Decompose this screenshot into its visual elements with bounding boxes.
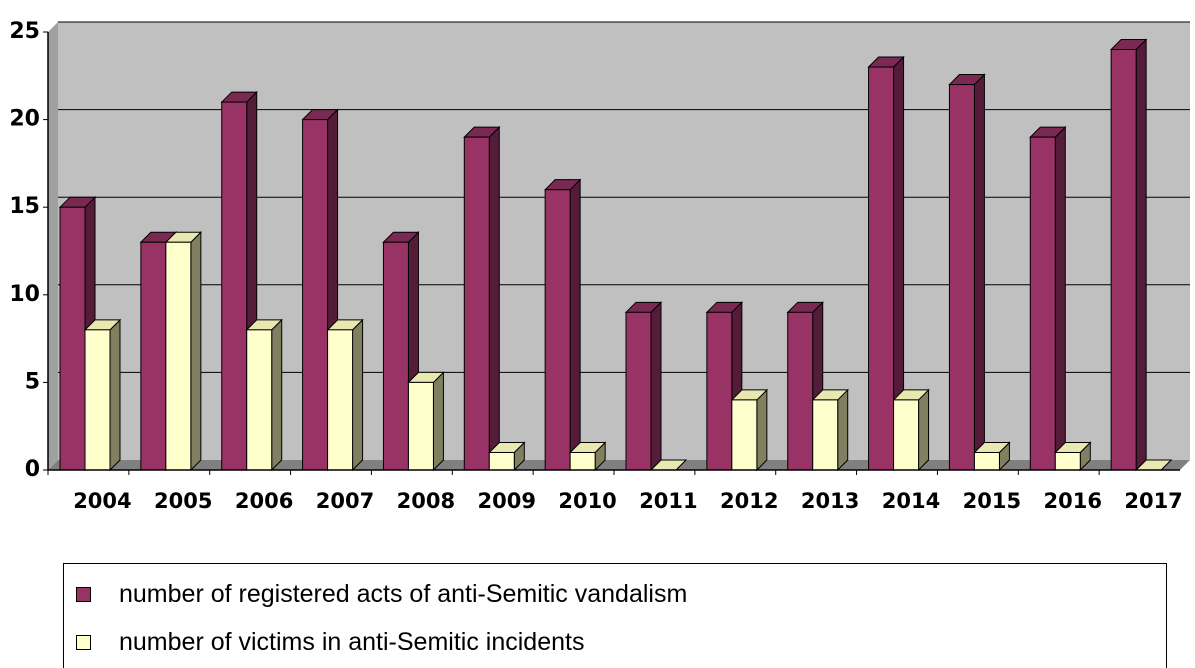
bar-victims-2014 [893, 399, 920, 471]
bar-victims-2012-side [756, 388, 768, 472]
bar-vandalism-2005 [140, 241, 167, 471]
y-tick-label: 25 [9, 19, 40, 44]
bar-victims-2015 [973, 451, 1000, 471]
x-tick-label: 2015 [963, 489, 1021, 513]
bar-vandalism-2011-side [650, 301, 662, 472]
x-tick-label: 2017 [1124, 489, 1182, 513]
bar-victims-2013 [812, 399, 839, 471]
plot-area [48, 22, 1190, 470]
y-tick-label: 15 [9, 194, 40, 219]
x-tick-label: 2009 [477, 489, 535, 513]
bar-victims-2016 [1054, 451, 1081, 471]
bar-vandalism-2016 [1029, 136, 1056, 471]
bar-vandalism-2013 [787, 311, 814, 471]
x-tick-label: 2007 [316, 489, 374, 513]
x-tick-label: 2014 [882, 489, 940, 513]
x-tick-label: 2008 [397, 489, 455, 513]
bar-victims-2012 [731, 399, 758, 471]
x-tick-label: 2004 [73, 489, 131, 513]
y-tick-label: 0 [25, 457, 40, 482]
bar-vandalism-2009-side [488, 125, 500, 472]
bar-victims-2004 [84, 329, 111, 471]
bar-vandalism-2011 [625, 311, 652, 471]
axes [43, 31, 1180, 475]
bar-victims-2005 [165, 241, 192, 471]
bar-victims-2007-side [352, 318, 364, 472]
bar-vandalism-2008 [382, 241, 409, 471]
bar-victims-2010 [569, 451, 596, 471]
bar-victims-2006 [246, 329, 273, 471]
x-tick-label: 2011 [639, 489, 697, 513]
bar-vandalism-2016-side [1054, 125, 1066, 472]
bar-victims-2005-side [190, 231, 202, 472]
y-tick-label: 5 [25, 369, 40, 394]
plot-floor [48, 460, 1190, 470]
bar-vandalism-2010-side [569, 178, 581, 472]
bar-vandalism-2015-side [973, 73, 985, 472]
bar-vandalism-2004 [59, 206, 86, 471]
y-tick-label: 20 [9, 107, 40, 132]
bar-vandalism-2007 [302, 119, 329, 471]
legend-entry-victims: number of victims in anti-Semitic incide… [76, 628, 584, 657]
bar-vandalism-2017-side [1135, 38, 1147, 472]
bar-victims-2009 [488, 451, 515, 471]
side-wall [48, 22, 58, 470]
bar-vandalism-2010 [544, 189, 571, 471]
bar-victims-2014-side [918, 388, 930, 472]
bar-victims-2006-side [271, 318, 283, 472]
bar-vandalism-2014 [868, 66, 895, 471]
bar-vandalism-2015 [948, 84, 975, 471]
bar-vandalism-2006 [221, 101, 248, 471]
bar-vandalism-2009 [463, 136, 490, 471]
bar-victims-2008 [407, 381, 434, 471]
x-tick-label: 2010 [558, 489, 616, 513]
legend-label-victims: number of victims in anti-Semitic incide… [119, 628, 585, 656]
x-tick-label: 2013 [801, 489, 859, 513]
y-tick-label: 10 [9, 282, 40, 307]
legend-swatch-vandalism [76, 587, 91, 602]
bar-victims-2008-side [432, 371, 444, 472]
legend-label-vandalism: number of registered acts of anti-Semiti… [119, 580, 688, 608]
legend-entry-vandalism: number of registered acts of anti-Semiti… [76, 580, 687, 609]
legend: number of registered acts of anti-Semiti… [63, 563, 1167, 668]
bar-vandalism-2017 [1110, 49, 1137, 471]
x-tick-label: 2012 [720, 489, 778, 513]
x-tick-label: 2005 [154, 489, 212, 513]
bar-vandalism-2012 [706, 311, 733, 471]
bar-victims-2013-side [837, 388, 849, 472]
y-axis-tick-labels: 0 5 10 15 20 25 [9, 19, 40, 482]
x-tick-label: 2016 [1043, 489, 1101, 513]
bars [58, 38, 1173, 472]
bar-victims-2007 [327, 329, 354, 471]
x-axis-tick-labels: 2004 2005 2006 2007 2008 2009 2010 2011 2012 2013… [73, 489, 1183, 513]
bar-victims-2004-side [109, 318, 121, 472]
legend-swatch-victims [76, 635, 91, 650]
x-tick-label: 2006 [235, 489, 293, 513]
